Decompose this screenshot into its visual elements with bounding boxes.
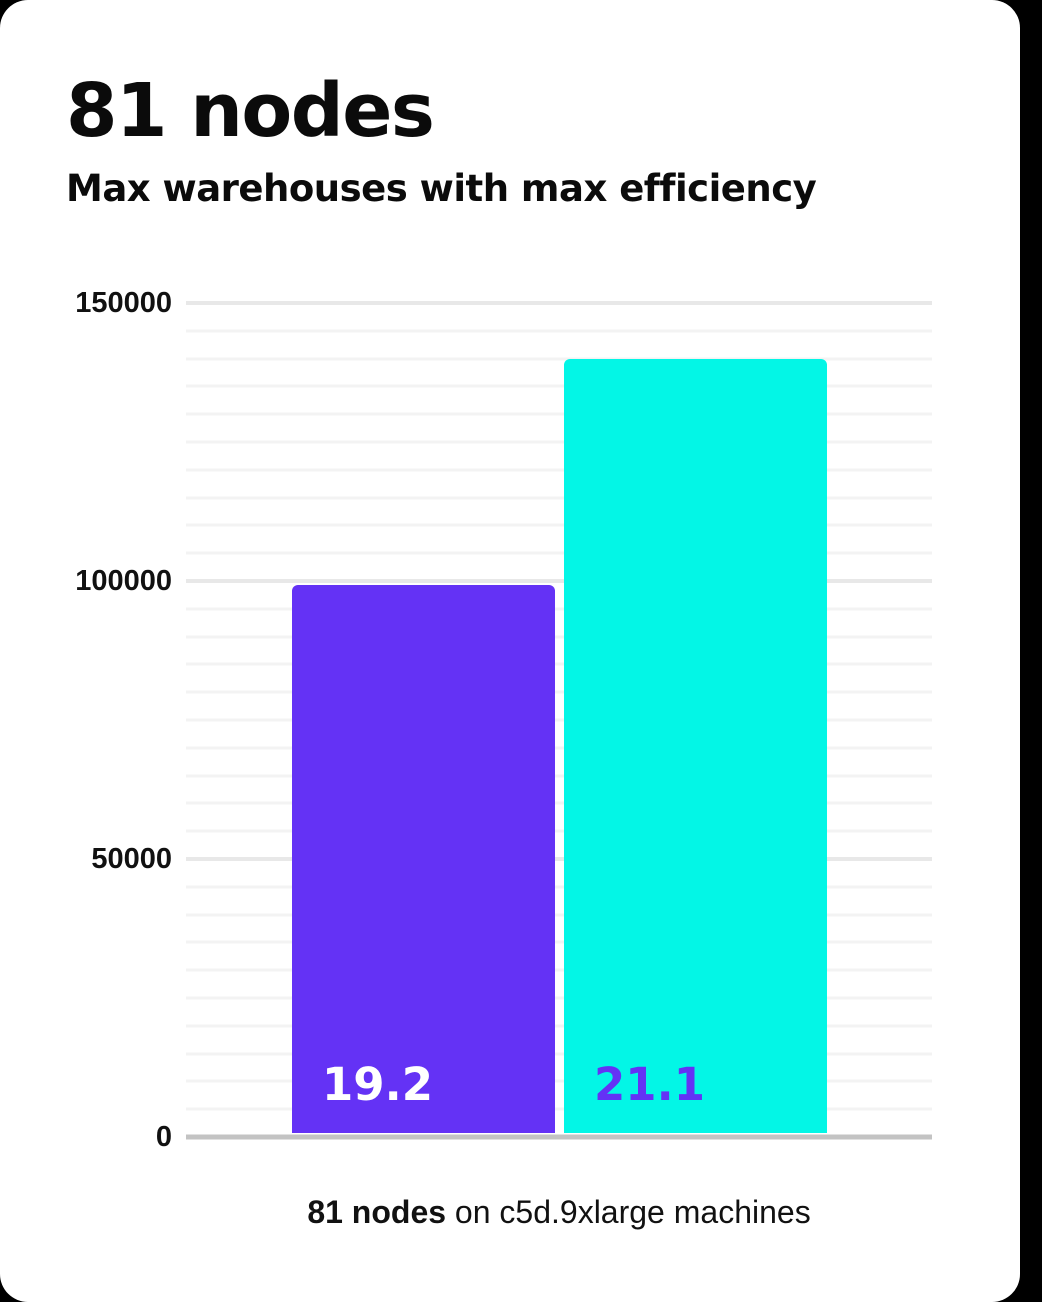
minor-gridline	[186, 412, 932, 416]
minor-gridline	[186, 774, 932, 778]
major-gridline	[186, 301, 932, 305]
minor-gridline	[186, 523, 932, 527]
minor-gridline	[186, 968, 932, 972]
minor-gridline	[186, 607, 932, 611]
y-tick-label: 100000	[75, 565, 172, 597]
minor-gridline	[186, 746, 932, 750]
minor-gridline	[186, 384, 932, 388]
major-gridline	[186, 857, 932, 861]
minor-gridline	[186, 635, 932, 639]
minor-gridline	[186, 718, 932, 722]
minor-gridline	[186, 551, 932, 555]
minor-gridline	[186, 885, 932, 889]
bar-21.1: 21.1	[564, 359, 827, 1133]
minor-gridline	[186, 829, 932, 833]
minor-gridline	[186, 1079, 932, 1083]
caption-bold-text: 81 nodes	[307, 1194, 447, 1230]
page-subtitle: Max warehouses with max efficiency	[66, 167, 817, 210]
minor-gridline	[186, 996, 932, 1000]
minor-gridline	[186, 1107, 932, 1111]
y-tick-label: 0	[155, 1121, 172, 1153]
minor-gridline	[186, 468, 932, 472]
major-gridline	[186, 579, 932, 583]
minor-gridline	[186, 357, 932, 361]
minor-gridline	[186, 1024, 932, 1028]
chart-caption: 81 nodes on c5d.9xlarge machines	[186, 1192, 932, 1232]
y-tick-label: 150000	[75, 287, 172, 319]
x-axis-line	[186, 1134, 932, 1140]
minor-gridline	[186, 1052, 932, 1056]
minor-gridline	[186, 690, 932, 694]
minor-gridline	[186, 662, 932, 666]
minor-gridline	[186, 440, 932, 444]
chart-card: 81 nodes Max warehouses with max efficie…	[0, 0, 1020, 1302]
minor-gridline	[186, 940, 932, 944]
page-title: 81 nodes	[66, 68, 435, 154]
minor-gridline	[186, 496, 932, 500]
bar-value-label: 19.2	[322, 1058, 434, 1111]
bar-19.2: 19.2	[292, 585, 555, 1133]
minor-gridline	[186, 329, 932, 333]
bar-value-label: 21.1	[594, 1058, 706, 1111]
y-tick-label: 50000	[91, 843, 172, 875]
minor-gridline	[186, 801, 932, 805]
plot-area: 19.2 21.1	[186, 301, 932, 1140]
caption-regular-text: on c5d.9xlarge machines	[446, 1194, 811, 1230]
y-axis-labels: 0 50000 100000 150000	[0, 0, 172, 1302]
minor-gridline	[186, 913, 932, 917]
